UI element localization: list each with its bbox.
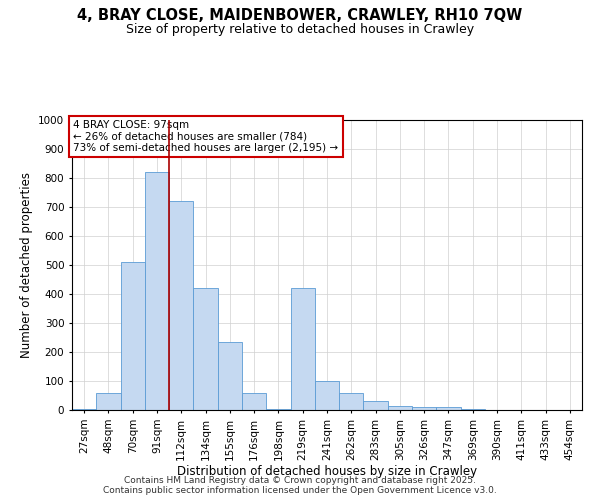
Bar [121, 262, 145, 410]
Bar [193, 288, 218, 410]
Bar [436, 407, 461, 410]
Text: 4 BRAY CLOSE: 97sqm
← 26% of detached houses are smaller (784)
73% of semi-detac: 4 BRAY CLOSE: 97sqm ← 26% of detached ho… [73, 120, 338, 153]
Bar [315, 381, 339, 410]
Bar [145, 172, 169, 410]
Bar [461, 408, 485, 410]
Text: Contains HM Land Registry data © Crown copyright and database right 2025.
Contai: Contains HM Land Registry data © Crown c… [103, 476, 497, 495]
Text: Size of property relative to detached houses in Crawley: Size of property relative to detached ho… [126, 22, 474, 36]
Bar [169, 201, 193, 410]
Bar [388, 406, 412, 410]
X-axis label: Distribution of detached houses by size in Crawley: Distribution of detached houses by size … [177, 466, 477, 478]
Bar [218, 342, 242, 410]
Bar [266, 408, 290, 410]
Bar [242, 392, 266, 410]
Bar [96, 392, 121, 410]
Bar [412, 407, 436, 410]
Bar [72, 408, 96, 410]
Bar [364, 402, 388, 410]
Bar [290, 288, 315, 410]
Text: 4, BRAY CLOSE, MAIDENBOWER, CRAWLEY, RH10 7QW: 4, BRAY CLOSE, MAIDENBOWER, CRAWLEY, RH1… [77, 8, 523, 22]
Y-axis label: Number of detached properties: Number of detached properties [20, 172, 32, 358]
Bar [339, 392, 364, 410]
